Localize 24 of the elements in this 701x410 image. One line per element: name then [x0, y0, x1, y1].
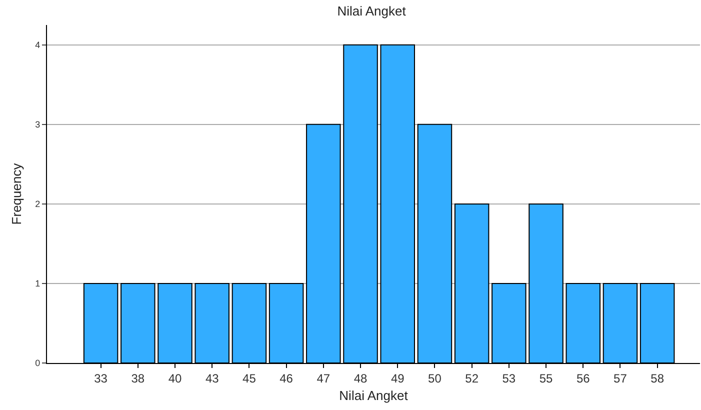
x-tick-label: 38 [131, 371, 145, 386]
y-tick-label: 3 [35, 120, 40, 130]
chart-title: Nilai Angket [337, 3, 406, 18]
x-tick-label: 46 [280, 371, 294, 386]
x-tick-label: 53 [502, 371, 516, 386]
x-tick-label: 56 [576, 371, 590, 386]
y-axis-title: Frequency [9, 162, 24, 225]
x-tick-label: 45 [242, 371, 256, 386]
x-tick-label: 40 [168, 371, 182, 386]
x-tick-label: 43 [205, 371, 220, 386]
x-axis-title: Nilai Angket [339, 388, 408, 403]
x-tick-label: 55 [539, 371, 554, 386]
x-tick-label: 48 [354, 371, 368, 386]
x-tick-label: 58 [650, 371, 664, 386]
x-tick-label: 49 [390, 371, 405, 386]
x-tick-label: 50 [428, 371, 442, 386]
x-tick-label: 57 [614, 371, 628, 386]
y-tick-label: 0 [35, 358, 40, 368]
y-tick-label: 1 [35, 278, 40, 289]
y-tick-label: 4 [35, 40, 40, 50]
x-tick-label: 33 [94, 371, 108, 386]
y-tick-label: 2 [35, 199, 40, 210]
x-tick-label: 47 [316, 371, 330, 386]
x-tick-label: 52 [465, 371, 479, 386]
